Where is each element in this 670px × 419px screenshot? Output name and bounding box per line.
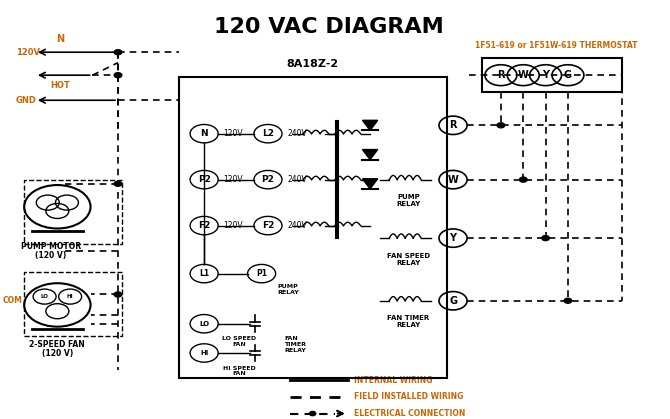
Text: N: N (200, 129, 208, 138)
Text: PUMP MOTOR: PUMP MOTOR (21, 242, 81, 251)
Text: L2: L2 (262, 129, 274, 138)
Text: Y: Y (542, 70, 549, 80)
Polygon shape (362, 150, 378, 160)
Bar (482, 59, 622, 92)
Text: FAN SPEED
RELAY: FAN SPEED RELAY (387, 253, 430, 266)
Bar (23, 272, 123, 336)
Circle shape (564, 298, 572, 303)
Circle shape (542, 235, 549, 241)
Text: (120 V): (120 V) (36, 251, 66, 260)
Text: F2: F2 (198, 221, 210, 230)
Text: 120V: 120V (223, 221, 243, 230)
Text: LO: LO (199, 321, 209, 327)
Text: (120 V): (120 V) (42, 349, 73, 358)
Text: 120 VAC DIAGRAM: 120 VAC DIAGRAM (214, 17, 444, 37)
Text: 120V: 120V (16, 48, 40, 57)
Text: PUMP
RELAY: PUMP RELAY (396, 194, 421, 207)
Text: LO SPEED
FAN: LO SPEED FAN (222, 336, 257, 347)
Text: W: W (518, 70, 529, 80)
Circle shape (519, 177, 527, 182)
Text: 2-SPEED FAN: 2-SPEED FAN (29, 341, 85, 349)
Text: 8A18Z-2: 8A18Z-2 (287, 59, 339, 69)
Text: 240V: 240V (287, 221, 307, 230)
Text: G: G (564, 70, 572, 80)
Text: L1: L1 (199, 269, 209, 278)
Text: W: W (448, 175, 458, 185)
Text: FAN
TIMER
RELAY: FAN TIMER RELAY (284, 336, 306, 353)
Text: 240V: 240V (287, 175, 307, 184)
Text: P2: P2 (198, 175, 210, 184)
Text: ELECTRICAL CONNECTION: ELECTRICAL CONNECTION (354, 409, 466, 418)
Circle shape (114, 181, 122, 186)
Text: LO: LO (41, 294, 48, 299)
Text: HI SPEED
FAN: HI SPEED FAN (223, 365, 256, 376)
Text: P1: P1 (256, 269, 267, 278)
Text: GND: GND (16, 96, 37, 105)
Polygon shape (362, 120, 378, 130)
Text: 1F51-619 or 1F51W-619 THERMOSTAT: 1F51-619 or 1F51W-619 THERMOSTAT (476, 41, 638, 50)
Circle shape (310, 411, 316, 416)
Bar (179, 77, 447, 378)
Polygon shape (362, 179, 378, 189)
Text: N: N (56, 34, 64, 44)
Text: R: R (450, 120, 457, 130)
Text: FAN TIMER
RELAY: FAN TIMER RELAY (387, 316, 429, 328)
Circle shape (497, 123, 505, 128)
Text: F2: F2 (262, 221, 274, 230)
Bar (23, 180, 123, 244)
Text: 120V: 120V (223, 175, 243, 184)
Text: PUMP
RELAY: PUMP RELAY (277, 284, 299, 295)
Text: G: G (449, 296, 457, 306)
Text: R: R (497, 70, 505, 80)
Text: 240V: 240V (287, 129, 307, 138)
Circle shape (114, 50, 122, 55)
Text: 120V: 120V (223, 129, 243, 138)
Text: COM: COM (3, 296, 22, 305)
Text: FIELD INSTALLED WIRING: FIELD INSTALLED WIRING (354, 392, 464, 401)
Text: INTERNAL WIRING: INTERNAL WIRING (354, 375, 433, 385)
Circle shape (114, 72, 122, 78)
Text: HOT: HOT (51, 81, 70, 91)
Text: HI: HI (200, 350, 208, 356)
Text: Y: Y (450, 233, 456, 243)
Text: P2: P2 (261, 175, 275, 184)
Text: HI: HI (67, 294, 74, 299)
Circle shape (114, 292, 122, 297)
